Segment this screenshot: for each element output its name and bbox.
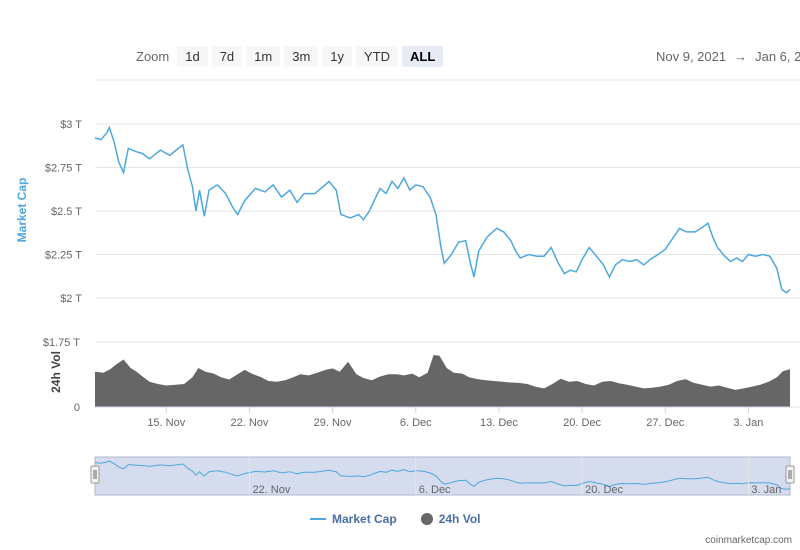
x-tick-label: 27. Dec [646, 417, 684, 429]
credit-text[interactable]: coinmarketcap.com [705, 535, 792, 546]
navigator-line [94, 460, 791, 490]
navigator-tick-label: 20. Dec [585, 484, 623, 496]
zoom-button-1d[interactable]: 1d [177, 45, 208, 67]
zoom-bar: Zoom 1d 7d 1m 3m 1y YTD ALL [136, 45, 444, 67]
legend-label-24h-vol: 24h Vol [438, 512, 481, 526]
market-cap-line [94, 125, 791, 294]
zoom-button-1y[interactable]: 1y [322, 45, 353, 67]
x-tick-label: 13. Dec [480, 417, 518, 429]
date-range-start[interactable]: Nov 9, 2021 [656, 49, 727, 64]
navigator-tick-label: 6. Dec [419, 484, 451, 496]
legend-dot-icon [420, 513, 433, 525]
market-cap-tick-label: $2 T [60, 293, 82, 305]
navigator-handle-right[interactable] [785, 465, 795, 484]
navigator[interactable]: 22. Nov 6. Dec 20. Dec 3. Jan [90, 456, 795, 496]
zoom-button-7d[interactable]: 7d [211, 45, 243, 67]
date-range-end[interactable]: Jan 6, 2022 [755, 49, 800, 64]
date-range-arrow: → [734, 49, 748, 64]
x-tick-label: 3. Jan [733, 417, 763, 429]
x-tick-label: 6. Dec [400, 417, 432, 429]
volume-tick-label: 0 [74, 402, 80, 414]
navigator-tick-label: 3. Jan [751, 484, 781, 496]
navigator-mask [94, 456, 791, 496]
x-tick-label: 22. Nov [230, 417, 268, 429]
navigator-handle-left[interactable] [90, 465, 100, 484]
navigator-tick-label: 22. Nov [252, 484, 290, 496]
market-cap-y-ticks: $2 T $2.25 T $2.5 T $2.75 T $3 T [45, 119, 82, 305]
zoom-button-ytd[interactable]: YTD [356, 45, 399, 67]
volume-area [95, 355, 790, 407]
zoom-label: Zoom [136, 48, 170, 64]
market-cap-tick-label: $2.25 T [45, 250, 82, 262]
volume-tick-label: $1.75 T [43, 337, 80, 349]
x-tick-label: 29. Nov [314, 417, 352, 429]
legend-line-icon [310, 518, 326, 520]
market-cap-tick-label: $2.5 T [51, 206, 82, 218]
market-cap-axis-label: Market Cap [15, 178, 29, 243]
legend-item-market-cap[interactable]: Market Cap [310, 512, 397, 526]
x-tick-label: 20. Dec [563, 417, 601, 429]
market-cap-tick-label: $2.75 T [45, 163, 82, 175]
zoom-button-3m[interactable]: 3m [284, 45, 319, 67]
navigator-ticks: 22. Nov 6. Dec 20. Dec 3. Jan [248, 457, 781, 496]
x-axis-ticks: 15. Nov 22. Nov 29. Nov 6. Dec 13. Dec 20. De… [147, 407, 763, 429]
grid-lines [95, 79, 800, 408]
market-cap-tick-label: $3 T [60, 119, 82, 131]
zoom-button-all[interactable]: ALL [402, 45, 444, 67]
zoom-button-1m[interactable]: 1m [246, 45, 281, 67]
date-range: Nov 9, 2021 → Jan 6, 2022 [656, 49, 800, 64]
legend-label-market-cap: Market Cap [332, 512, 397, 526]
x-tick-label: 15. Nov [147, 417, 185, 429]
volume-y-ticks: 0 $1.75 T [43, 337, 80, 414]
legend-item-24h-vol[interactable]: 24h Vol [420, 512, 481, 526]
volume-axis-label: 24h Vol [49, 351, 63, 393]
legend: Market Cap 24h Vol [310, 512, 480, 526]
